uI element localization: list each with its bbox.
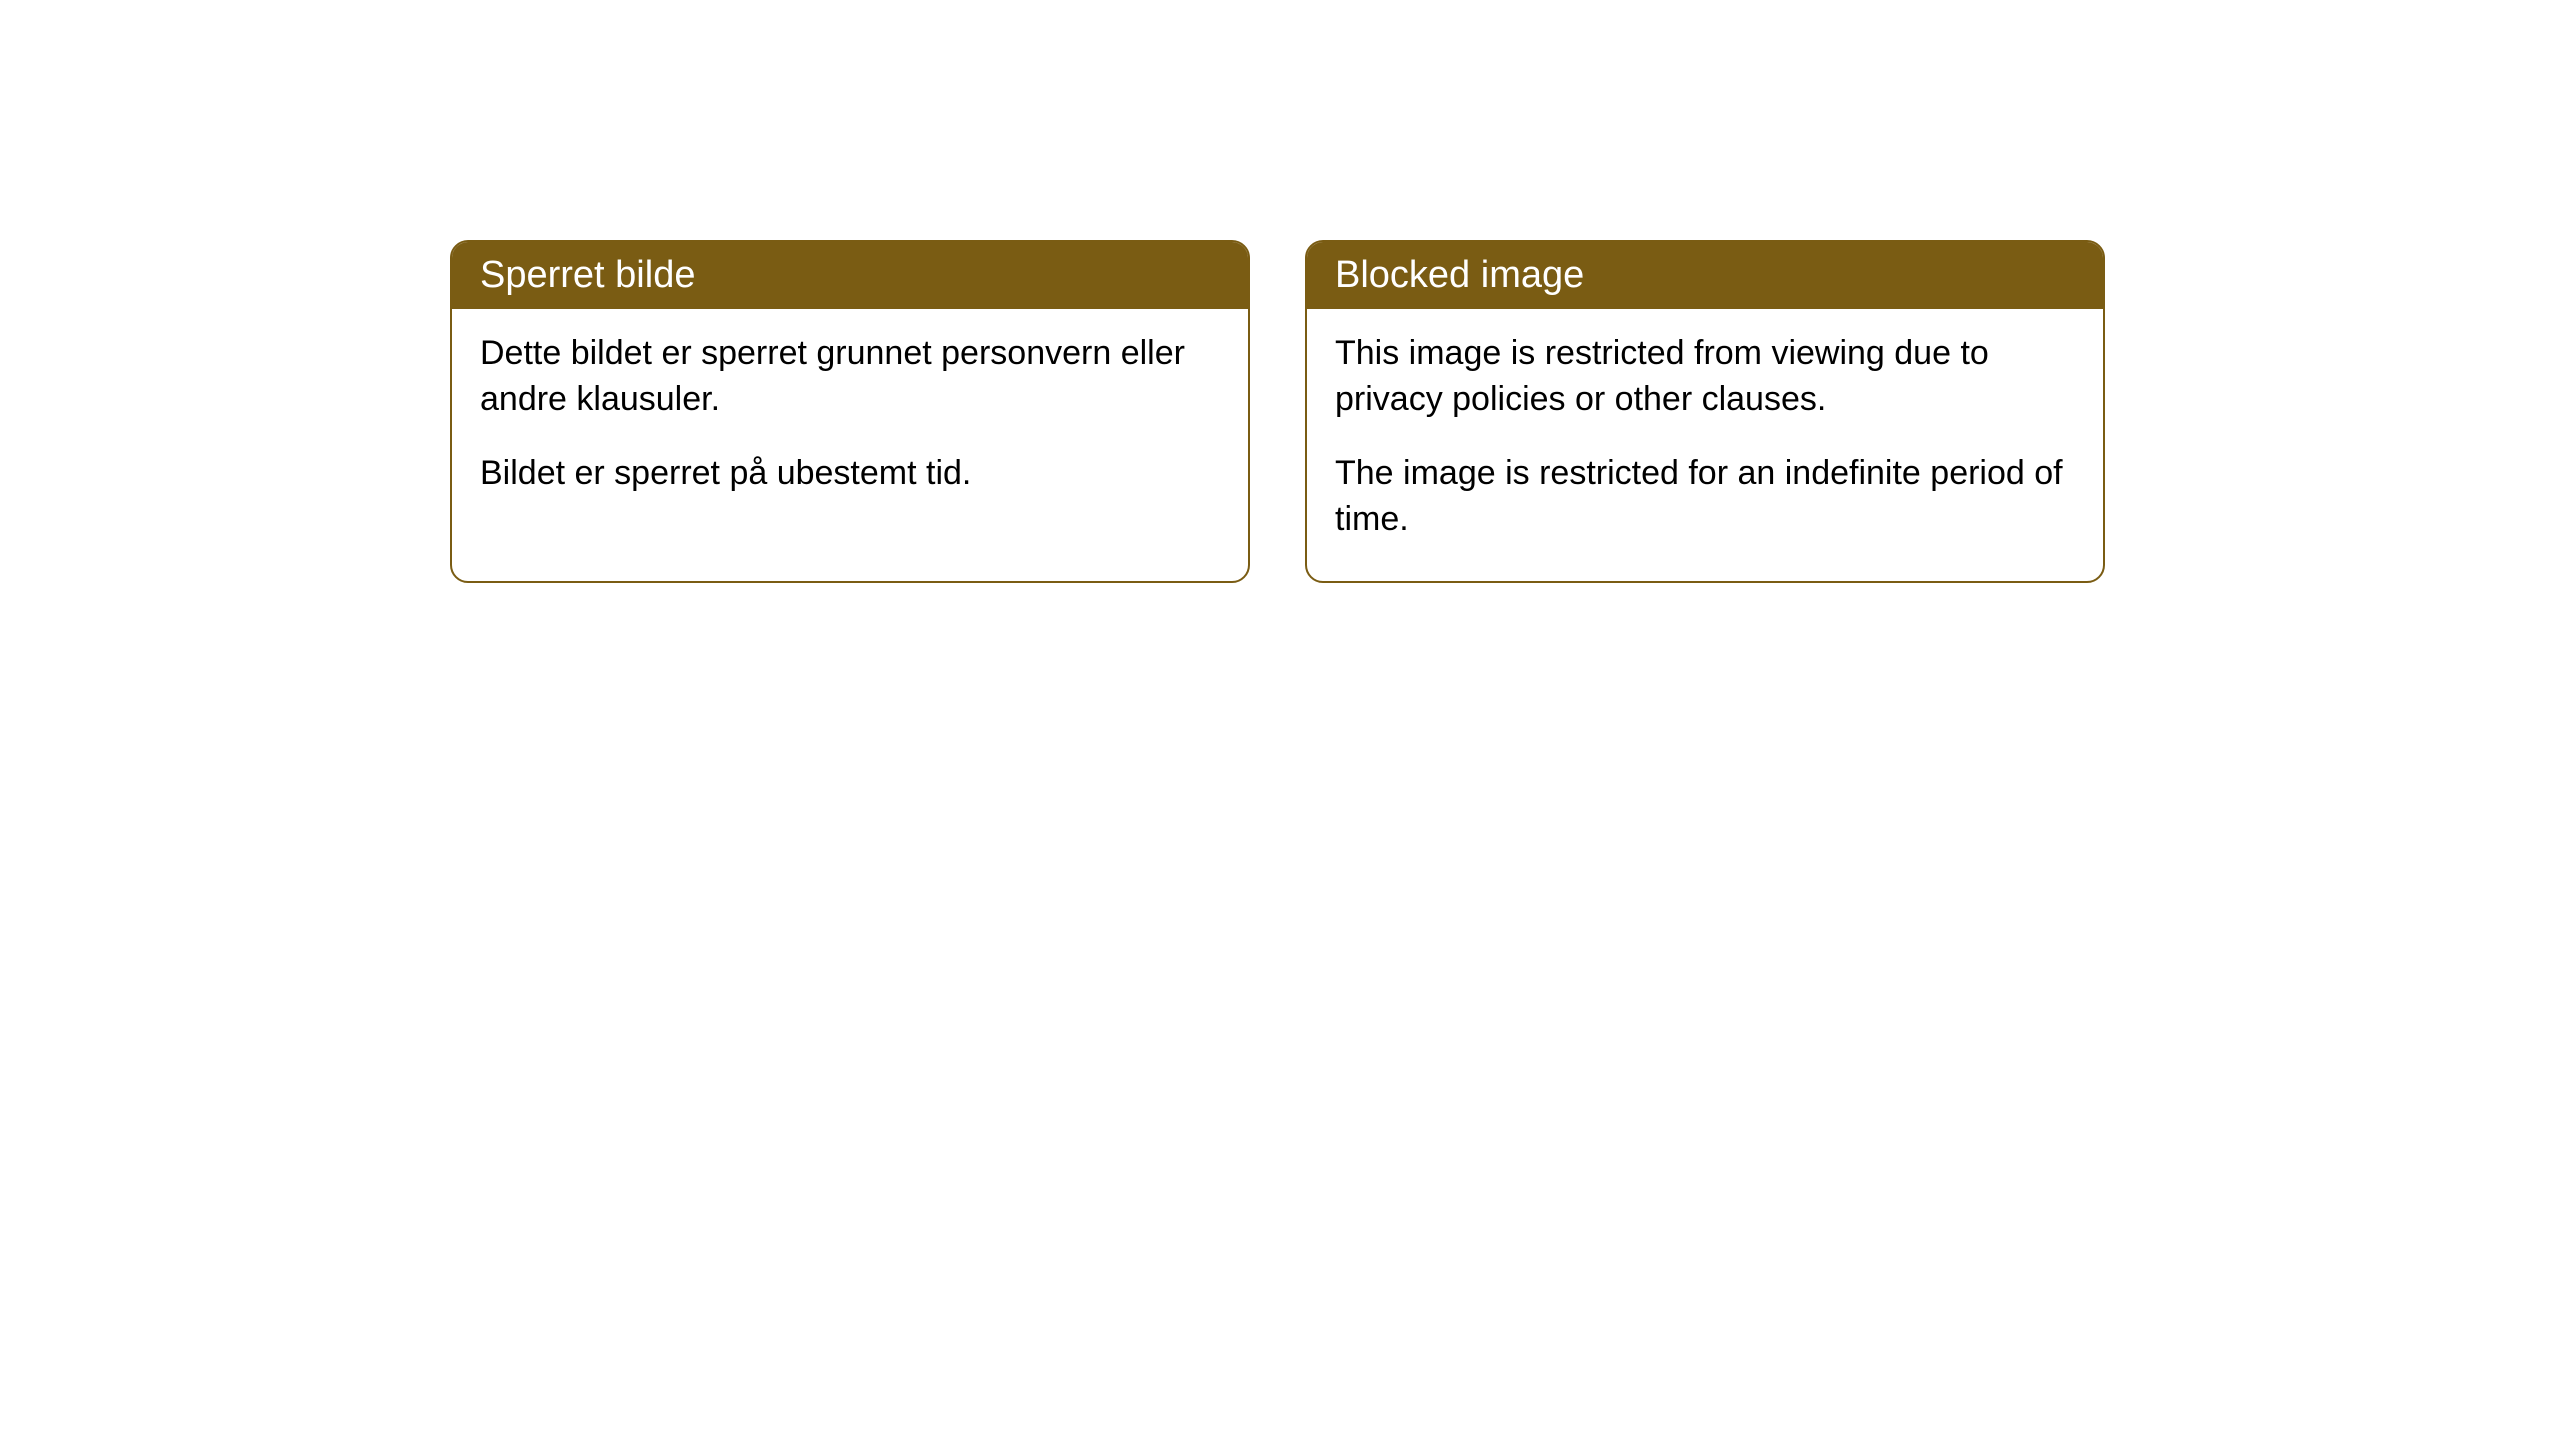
card-body: This image is restricted from viewing du…	[1307, 309, 2103, 581]
notice-card-norwegian: Sperret bilde Dette bildet er sperret gr…	[450, 240, 1250, 583]
card-paragraph: The image is restricted for an indefinit…	[1335, 451, 2075, 543]
card-paragraph: Dette bildet er sperret grunnet personve…	[480, 331, 1220, 423]
notice-cards-container: Sperret bilde Dette bildet er sperret gr…	[450, 240, 2560, 583]
card-title: Sperret bilde	[480, 254, 695, 296]
card-body: Dette bildet er sperret grunnet personve…	[452, 309, 1248, 535]
card-paragraph: This image is restricted from viewing du…	[1335, 331, 2075, 423]
card-title: Blocked image	[1335, 254, 1584, 296]
card-header: Blocked image	[1307, 242, 2103, 309]
card-paragraph: Bildet er sperret på ubestemt tid.	[480, 451, 1220, 497]
card-header: Sperret bilde	[452, 242, 1248, 309]
notice-card-english: Blocked image This image is restricted f…	[1305, 240, 2105, 583]
